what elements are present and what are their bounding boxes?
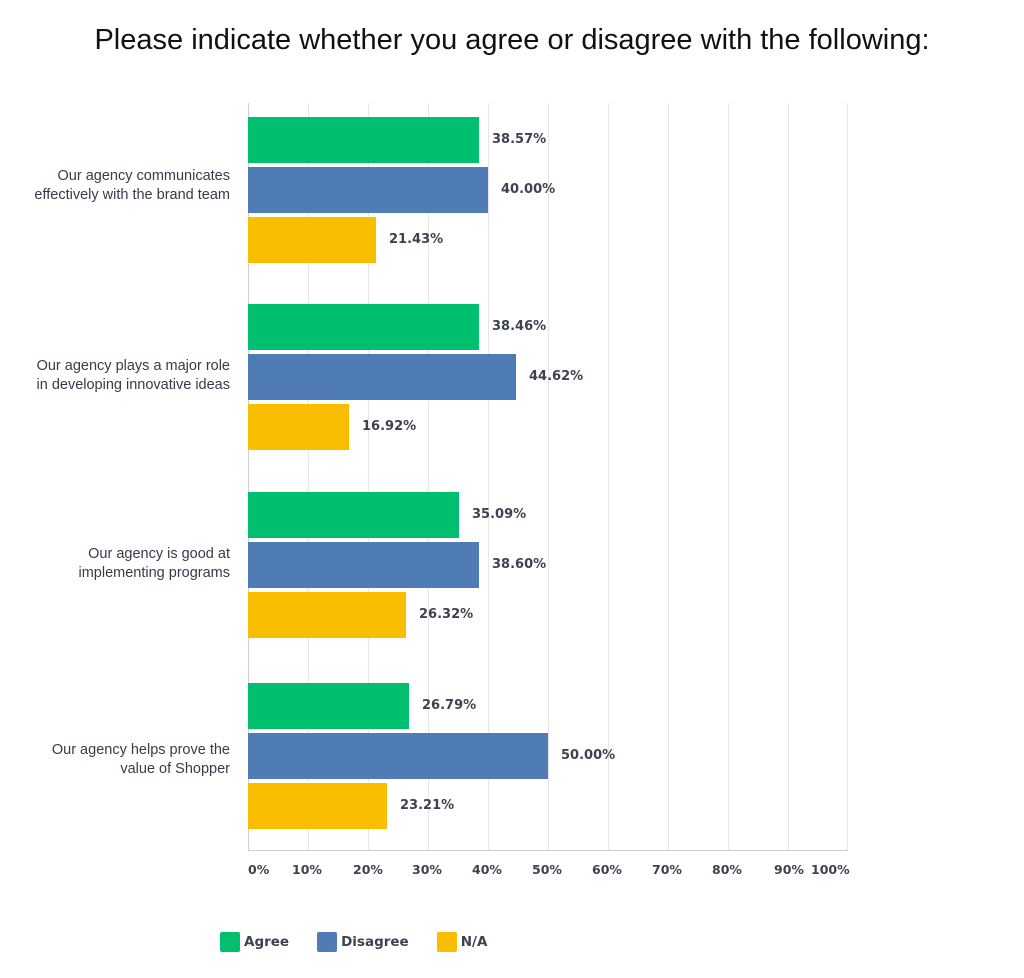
x-tick-label: 0% [248,862,270,877]
bar-value-label: 16.92% [362,419,417,434]
category-label-line: Our agency plays a major role [36,358,230,374]
x-tick-label: 10% [292,862,322,877]
gridline [847,103,848,851]
legend-label: Disagree [341,934,409,950]
gridline [788,103,789,851]
y-axis-line [248,103,249,851]
category-label-line: Our agency communicates [57,168,230,184]
x-tick-label: 60% [592,862,622,877]
bar-value-label: 38.60% [492,557,547,572]
bar-value-label: 44.62% [529,369,584,384]
legend-swatch-na [436,932,457,952]
legend-label: N/A [460,934,488,950]
bar-value-label: 38.46% [492,319,547,334]
legend: Agree Disagree N/A [220,932,515,952]
gridline [368,103,369,851]
legend-swatch-disagree [317,932,338,952]
legend-item-agree[interactable]: Agree [220,932,289,952]
bar-disagree [248,167,488,213]
bar-value-label: 26.79% [422,698,477,713]
bar-value-label: 35.09% [472,507,527,522]
bar-value-label: 38.57% [492,132,547,147]
legend-item-na[interactable]: N/A [436,932,488,952]
category-label-line: value of Shopper [120,761,230,777]
category-label-line: in developing innovative ideas [36,377,230,393]
bar-agree [248,683,409,729]
gridline [488,103,489,851]
x-axis-line [248,850,848,851]
chart-title: Please indicate whether you agree or dis… [94,24,930,56]
bar-value-label: 26.32% [419,607,474,622]
bar-disagree [248,733,548,779]
x-tick-label: 30% [412,862,442,877]
legend-item-disagree[interactable]: Disagree [317,932,409,952]
gridline [668,103,669,851]
bar-value-label: 23.21% [400,798,455,813]
bar-value-label: 21.43% [389,232,444,247]
gridline [548,103,549,851]
category-label: Our agency plays a major role in develop… [0,357,230,395]
category-label: Our agency is good at implementing progr… [0,545,230,583]
bar-na [248,783,387,829]
gridline [308,103,309,851]
bar-na [248,217,376,263]
x-tick-label: 40% [472,862,502,877]
category-label-line: Our agency helps prove the [51,742,230,758]
gridline [428,103,429,851]
plot-area: 38.57% 40.00% 21.43% 38.46% 44.62% 16.92… [248,103,848,851]
bar-value-label: 40.00% [501,182,556,197]
x-tick-label: 70% [652,862,682,877]
bar-na [248,404,349,450]
legend-swatch-agree [220,932,240,952]
bar-na [248,592,406,638]
x-tick-label: 90% [774,862,804,877]
category-label: Our agency communicates effectively with… [0,167,230,205]
bar-agree [248,117,479,163]
gridline [728,103,729,851]
category-label-line: effectively with the brand team [34,187,230,203]
bar-disagree [248,354,516,400]
category-label-line: Our agency is good at [88,546,230,562]
x-tick-label: 20% [353,862,383,877]
bar-agree [248,492,459,538]
x-tick-label: 80% [712,862,742,877]
category-label: Our agency helps prove the value of Shop… [0,741,230,779]
x-tick-label: 100% [811,862,850,877]
category-label-line: implementing programs [78,565,230,581]
bar-value-label: 50.00% [561,748,616,763]
gridline [608,103,609,851]
legend-label: Agree [244,934,290,950]
bar-agree [248,304,479,350]
x-tick-label: 50% [532,862,562,877]
bar-disagree [248,542,479,588]
